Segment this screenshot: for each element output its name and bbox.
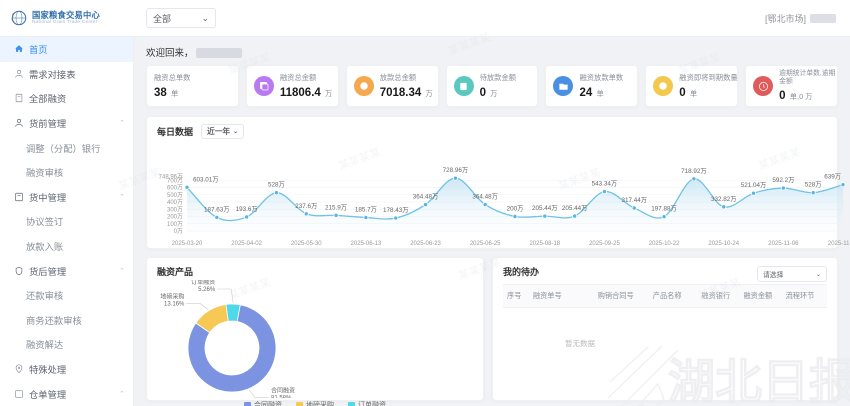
svg-text:718.92万: 718.92万 [681, 167, 707, 175]
svg-text:13.16%: 13.16% [164, 302, 185, 308]
svg-text:合同融资: 合同融资 [271, 387, 295, 395]
svg-text:0万: 0万 [174, 228, 183, 235]
svg-text:2025-10-24: 2025-10-24 [708, 241, 739, 247]
svg-text:543.34万: 543.34万 [592, 180, 618, 188]
svg-text:193.6万: 193.6万 [236, 205, 258, 213]
svg-text:364.48万: 364.48万 [472, 193, 498, 201]
svg-text:197.88万: 197.88万 [651, 205, 677, 213]
svg-text:215.9万: 215.9万 [325, 203, 347, 211]
svg-text:500万: 500万 [167, 192, 183, 199]
svg-text:603.01万: 603.01万 [193, 175, 219, 183]
svg-text:2025-06-13: 2025-06-13 [351, 241, 382, 247]
svg-text:2025-06-25: 2025-06-25 [470, 241, 501, 247]
svg-text:5.26%: 5.26% [198, 287, 216, 293]
svg-text:592.2万: 592.2万 [772, 176, 794, 184]
svg-text:200万: 200万 [167, 214, 183, 221]
svg-text:521.04万: 521.04万 [741, 181, 767, 189]
svg-text:2025-11-18: 2025-11-18 [828, 241, 849, 247]
svg-text:187.63万: 187.63万 [204, 205, 230, 213]
svg-text:400万: 400万 [167, 199, 183, 206]
svg-text:2025-06-23: 2025-06-23 [410, 241, 441, 247]
svg-text:300万: 300万 [167, 206, 183, 213]
svg-text:205.44万: 205.44万 [562, 204, 588, 212]
svg-text:2025-08-18: 2025-08-18 [529, 241, 560, 247]
svg-text:205.44万: 205.44万 [532, 204, 558, 212]
svg-text:2025-04-02: 2025-04-02 [231, 241, 262, 247]
svg-text:订单融资: 订单融资 [191, 280, 215, 286]
svg-text:81.58%: 81.58% [271, 396, 292, 398]
svg-text:2025-09-25: 2025-09-25 [589, 241, 620, 247]
svg-text:332.82万: 332.82万 [711, 195, 737, 203]
svg-text:528万: 528万 [268, 181, 285, 189]
svg-text:317.44万: 317.44万 [621, 196, 647, 204]
svg-text:2025-03-20: 2025-03-20 [172, 241, 203, 247]
svg-text:728.96万: 728.96万 [443, 166, 469, 174]
svg-text:地磅采购: 地磅采购 [160, 293, 184, 301]
svg-text:600万: 600万 [167, 185, 183, 192]
svg-text:185.7万: 185.7万 [355, 206, 377, 214]
svg-text:528万: 528万 [805, 181, 822, 189]
svg-text:237.6万: 237.6万 [295, 202, 317, 210]
svg-text:100万: 100万 [167, 221, 183, 228]
svg-text:178.43万: 178.43万 [383, 206, 409, 214]
svg-text:639万: 639万 [824, 173, 841, 181]
svg-text:2025-10-22: 2025-10-22 [649, 241, 680, 247]
svg-text:200万: 200万 [507, 205, 524, 213]
svg-text:2025-05-30: 2025-05-30 [291, 241, 322, 247]
svg-text:2025-11-06: 2025-11-06 [768, 241, 799, 247]
svg-text:364.48万: 364.48万 [413, 193, 439, 201]
svg-text:700万: 700万 [167, 177, 183, 184]
